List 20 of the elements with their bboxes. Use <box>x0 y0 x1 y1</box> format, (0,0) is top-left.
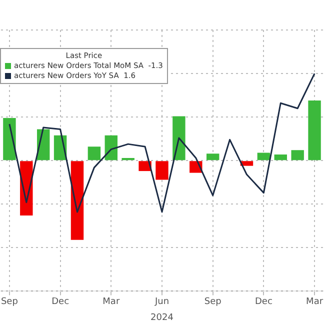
bar <box>88 146 101 160</box>
text: 2024 <box>150 313 174 323</box>
x-tick-label: Mar <box>306 296 324 307</box>
bar <box>122 158 134 160</box>
x-tick-label: Mar <box>102 296 120 307</box>
x-tick-label: Dec <box>52 296 70 307</box>
bar <box>274 154 287 160</box>
bar <box>308 100 321 160</box>
x-tick-label: Sep <box>204 296 222 307</box>
bar <box>172 116 186 160</box>
x-tick-label: Sep <box>0 296 18 307</box>
x-tick-label: Jun <box>154 296 170 307</box>
x-tick-label: Dec <box>254 296 272 307</box>
bar <box>3 118 16 160</box>
bar <box>156 161 168 180</box>
bar <box>104 135 118 160</box>
bar <box>206 154 220 160</box>
bar <box>70 161 84 240</box>
bar <box>291 150 304 160</box>
bar <box>257 152 270 160</box>
